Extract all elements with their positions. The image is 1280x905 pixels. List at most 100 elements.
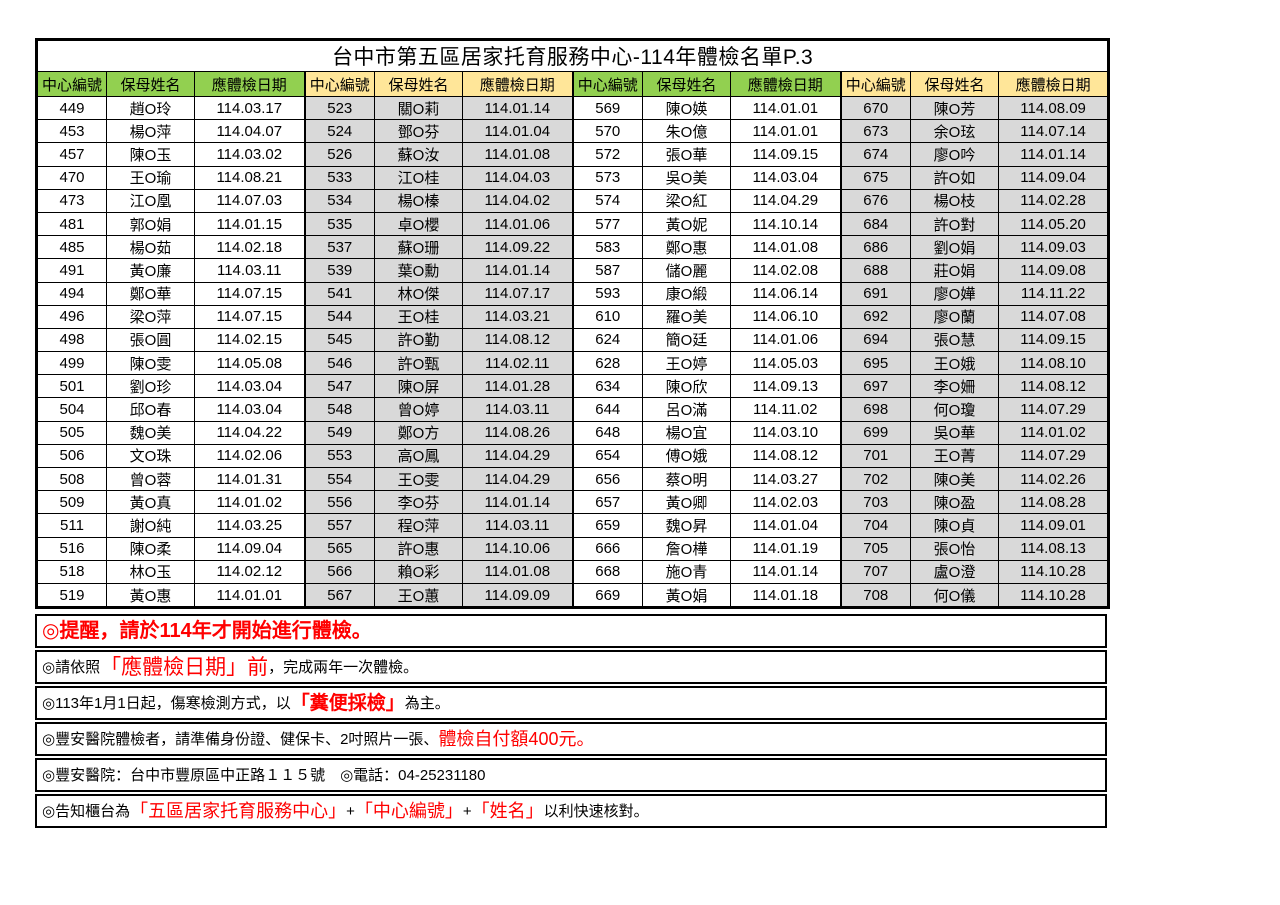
nanny-name-cell: 賴O彩: [374, 559, 463, 584]
due-date-cell: 114.02.08: [730, 258, 841, 283]
due-date-cell: 114.10.28: [997, 582, 1110, 609]
center-id-cell: 686: [839, 235, 911, 260]
nanny-name-cell: 康O緞: [642, 281, 731, 306]
nanny-name-cell: 盧O澄: [910, 559, 999, 584]
column-header-nanny-name: 保母姓名: [910, 71, 999, 97]
center-id-cell: 508: [35, 466, 107, 492]
center-id-cell: 449: [35, 95, 107, 121]
center-id-cell: 659: [571, 513, 643, 538]
nanny-name-cell: 陳O媖: [642, 95, 731, 121]
due-date-cell: 114.03.11: [462, 397, 573, 422]
nanny-name-cell: 江O桂: [374, 165, 463, 190]
due-date-cell: 114.08.10: [997, 351, 1110, 376]
center-id-cell: 705: [839, 536, 911, 561]
center-id-cell: 566: [303, 559, 375, 584]
table-row: 508 曾O蓉 114.01.31 554 王O雯 114.04.29 656 蔡O明 114.…: [35, 466, 1110, 492]
center-id-cell: 496: [35, 304, 107, 329]
due-date-cell: 114.03.27: [730, 466, 841, 492]
center-id-cell: 535: [303, 211, 375, 237]
nanny-name-cell: 李O姍: [910, 374, 999, 399]
table-row: 506 文O珠 114.02.06 553 高O鳳 114.04.29 654 傅O娥 114.…: [35, 443, 1110, 469]
center-id-cell: 554: [303, 466, 375, 492]
nanny-name-cell: 楊O宜: [642, 420, 731, 445]
table-row: 505 魏O美 114.04.22 549 鄭O方 114.08.26 648 楊O宜 114.…: [35, 420, 1110, 445]
due-date-cell: 114.08.12: [997, 374, 1110, 399]
center-id-cell: 491: [35, 258, 107, 283]
nanny-name-cell: 趙O玲: [106, 95, 195, 121]
nanny-name-cell: 曾O蓉: [106, 466, 195, 492]
nanny-name-cell: 黃O真: [106, 490, 195, 515]
note-hospital-address: ◎豐安醫院：台中市豐原區中正路１１５號 ◎電話：04-25231180: [35, 758, 1107, 792]
center-id-cell: 470: [35, 165, 107, 190]
center-id-cell: 587: [571, 258, 643, 283]
due-date-cell: 114.03.02: [194, 142, 305, 167]
due-date-cell: 114.04.29: [462, 466, 573, 492]
due-date-cell: 114.09.04: [194, 536, 305, 561]
due-date-cell: 114.01.01: [730, 95, 841, 121]
center-id-cell: 668: [571, 559, 643, 584]
due-date-cell: 114.03.17: [194, 95, 305, 121]
table-row: 449 趙O玲 114.03.17 523 關O莉 114.01.14 569 陳O媖 114.…: [35, 95, 1110, 121]
due-date-cell: 114.04.29: [462, 443, 573, 469]
center-id-cell: 657: [571, 490, 643, 515]
nanny-name-cell: 吳O華: [910, 420, 999, 445]
note-reminder: ◎提醒，請於114年才開始進行體檢。: [35, 614, 1107, 648]
table-row: 491 黃O廉 114.03.11 539 葉O勳 114.01.14 587 儲O麗 114.…: [35, 258, 1110, 283]
center-id-cell: 549: [303, 420, 375, 445]
due-date-cell: 114.01.08: [730, 235, 841, 260]
table-row: 470 王O瑜 114.08.21 533 江O桂 114.04.03 573 吳O美 114.…: [35, 165, 1110, 190]
due-date-cell: 114.02.06: [194, 443, 305, 469]
due-date-cell: 114.07.15: [194, 304, 305, 329]
due-date-cell: 114.04.29: [730, 188, 841, 213]
nanny-name-cell: 張O慧: [910, 327, 999, 353]
center-id-cell: 505: [35, 420, 107, 445]
due-date-cell: 114.07.15: [194, 281, 305, 306]
center-id-cell: 457: [35, 142, 107, 167]
due-date-cell: 114.02.26: [997, 466, 1110, 492]
nanny-name-cell: 詹O樺: [642, 536, 731, 561]
center-id-cell: 701: [839, 443, 911, 469]
center-id-cell: 546: [303, 351, 375, 376]
column-header-nanny-name: 保母姓名: [642, 71, 731, 97]
center-id-cell: 511: [35, 513, 107, 538]
due-date-cell: 114.09.03: [997, 235, 1110, 260]
due-date-cell: 114.09.22: [462, 235, 573, 260]
table-row: 481 郭O娟 114.01.15 535 卓O櫻 114.01.06 577 黃O妮 114.…: [35, 211, 1110, 237]
column-header-due-date: 應體檢日期: [997, 71, 1110, 97]
due-date-cell: 114.10.06: [462, 536, 573, 561]
nanny-name-cell: 廖O嬅: [910, 281, 999, 306]
nanny-name-cell: 何O儀: [910, 582, 999, 609]
column-header-center-id: 中心編號: [35, 71, 107, 97]
center-id-cell: 557: [303, 513, 375, 538]
due-date-cell: 114.05.08: [194, 351, 305, 376]
due-date-cell: 114.01.06: [730, 327, 841, 353]
column-header-due-date: 應體檢日期: [194, 71, 305, 97]
note-stool-test-segment: 「糞便採檢」: [290, 692, 405, 714]
nanny-name-cell: 王O婷: [642, 351, 731, 376]
due-date-cell: 114.03.21: [462, 304, 573, 329]
center-id-cell: 708: [839, 582, 911, 609]
center-id-cell: 537: [303, 235, 375, 260]
nanny-name-cell: 文O珠: [106, 443, 195, 469]
due-date-cell: 114.01.02: [997, 420, 1110, 445]
due-date-cell: 114.05.03: [730, 351, 841, 376]
center-id-cell: 534: [303, 188, 375, 213]
nanny-name-cell: 黃O廉: [106, 258, 195, 283]
nanny-name-cell: 卓O櫻: [374, 211, 463, 237]
due-date-cell: 114.03.25: [194, 513, 305, 538]
center-id-cell: 548: [303, 397, 375, 422]
due-date-cell: 114.03.11: [462, 513, 573, 538]
column-header-center-id: 中心編號: [839, 71, 911, 97]
nanny-name-cell: 廖O蘭: [910, 304, 999, 329]
due-date-cell: 114.11.02: [730, 397, 841, 422]
center-id-cell: 698: [839, 397, 911, 422]
due-date-cell: 114.06.10: [730, 304, 841, 329]
due-date-cell: 114.08.09: [997, 95, 1110, 121]
center-id-cell: 692: [839, 304, 911, 329]
due-date-cell: 114.10.14: [730, 211, 841, 237]
due-date-cell: 114.04.07: [194, 119, 305, 144]
nanny-name-cell: 黃O卿: [642, 490, 731, 515]
due-date-cell: 114.01.08: [462, 142, 573, 167]
nanny-name-cell: 陳O芳: [910, 95, 999, 121]
note-counter-info-segment: +: [346, 802, 355, 820]
